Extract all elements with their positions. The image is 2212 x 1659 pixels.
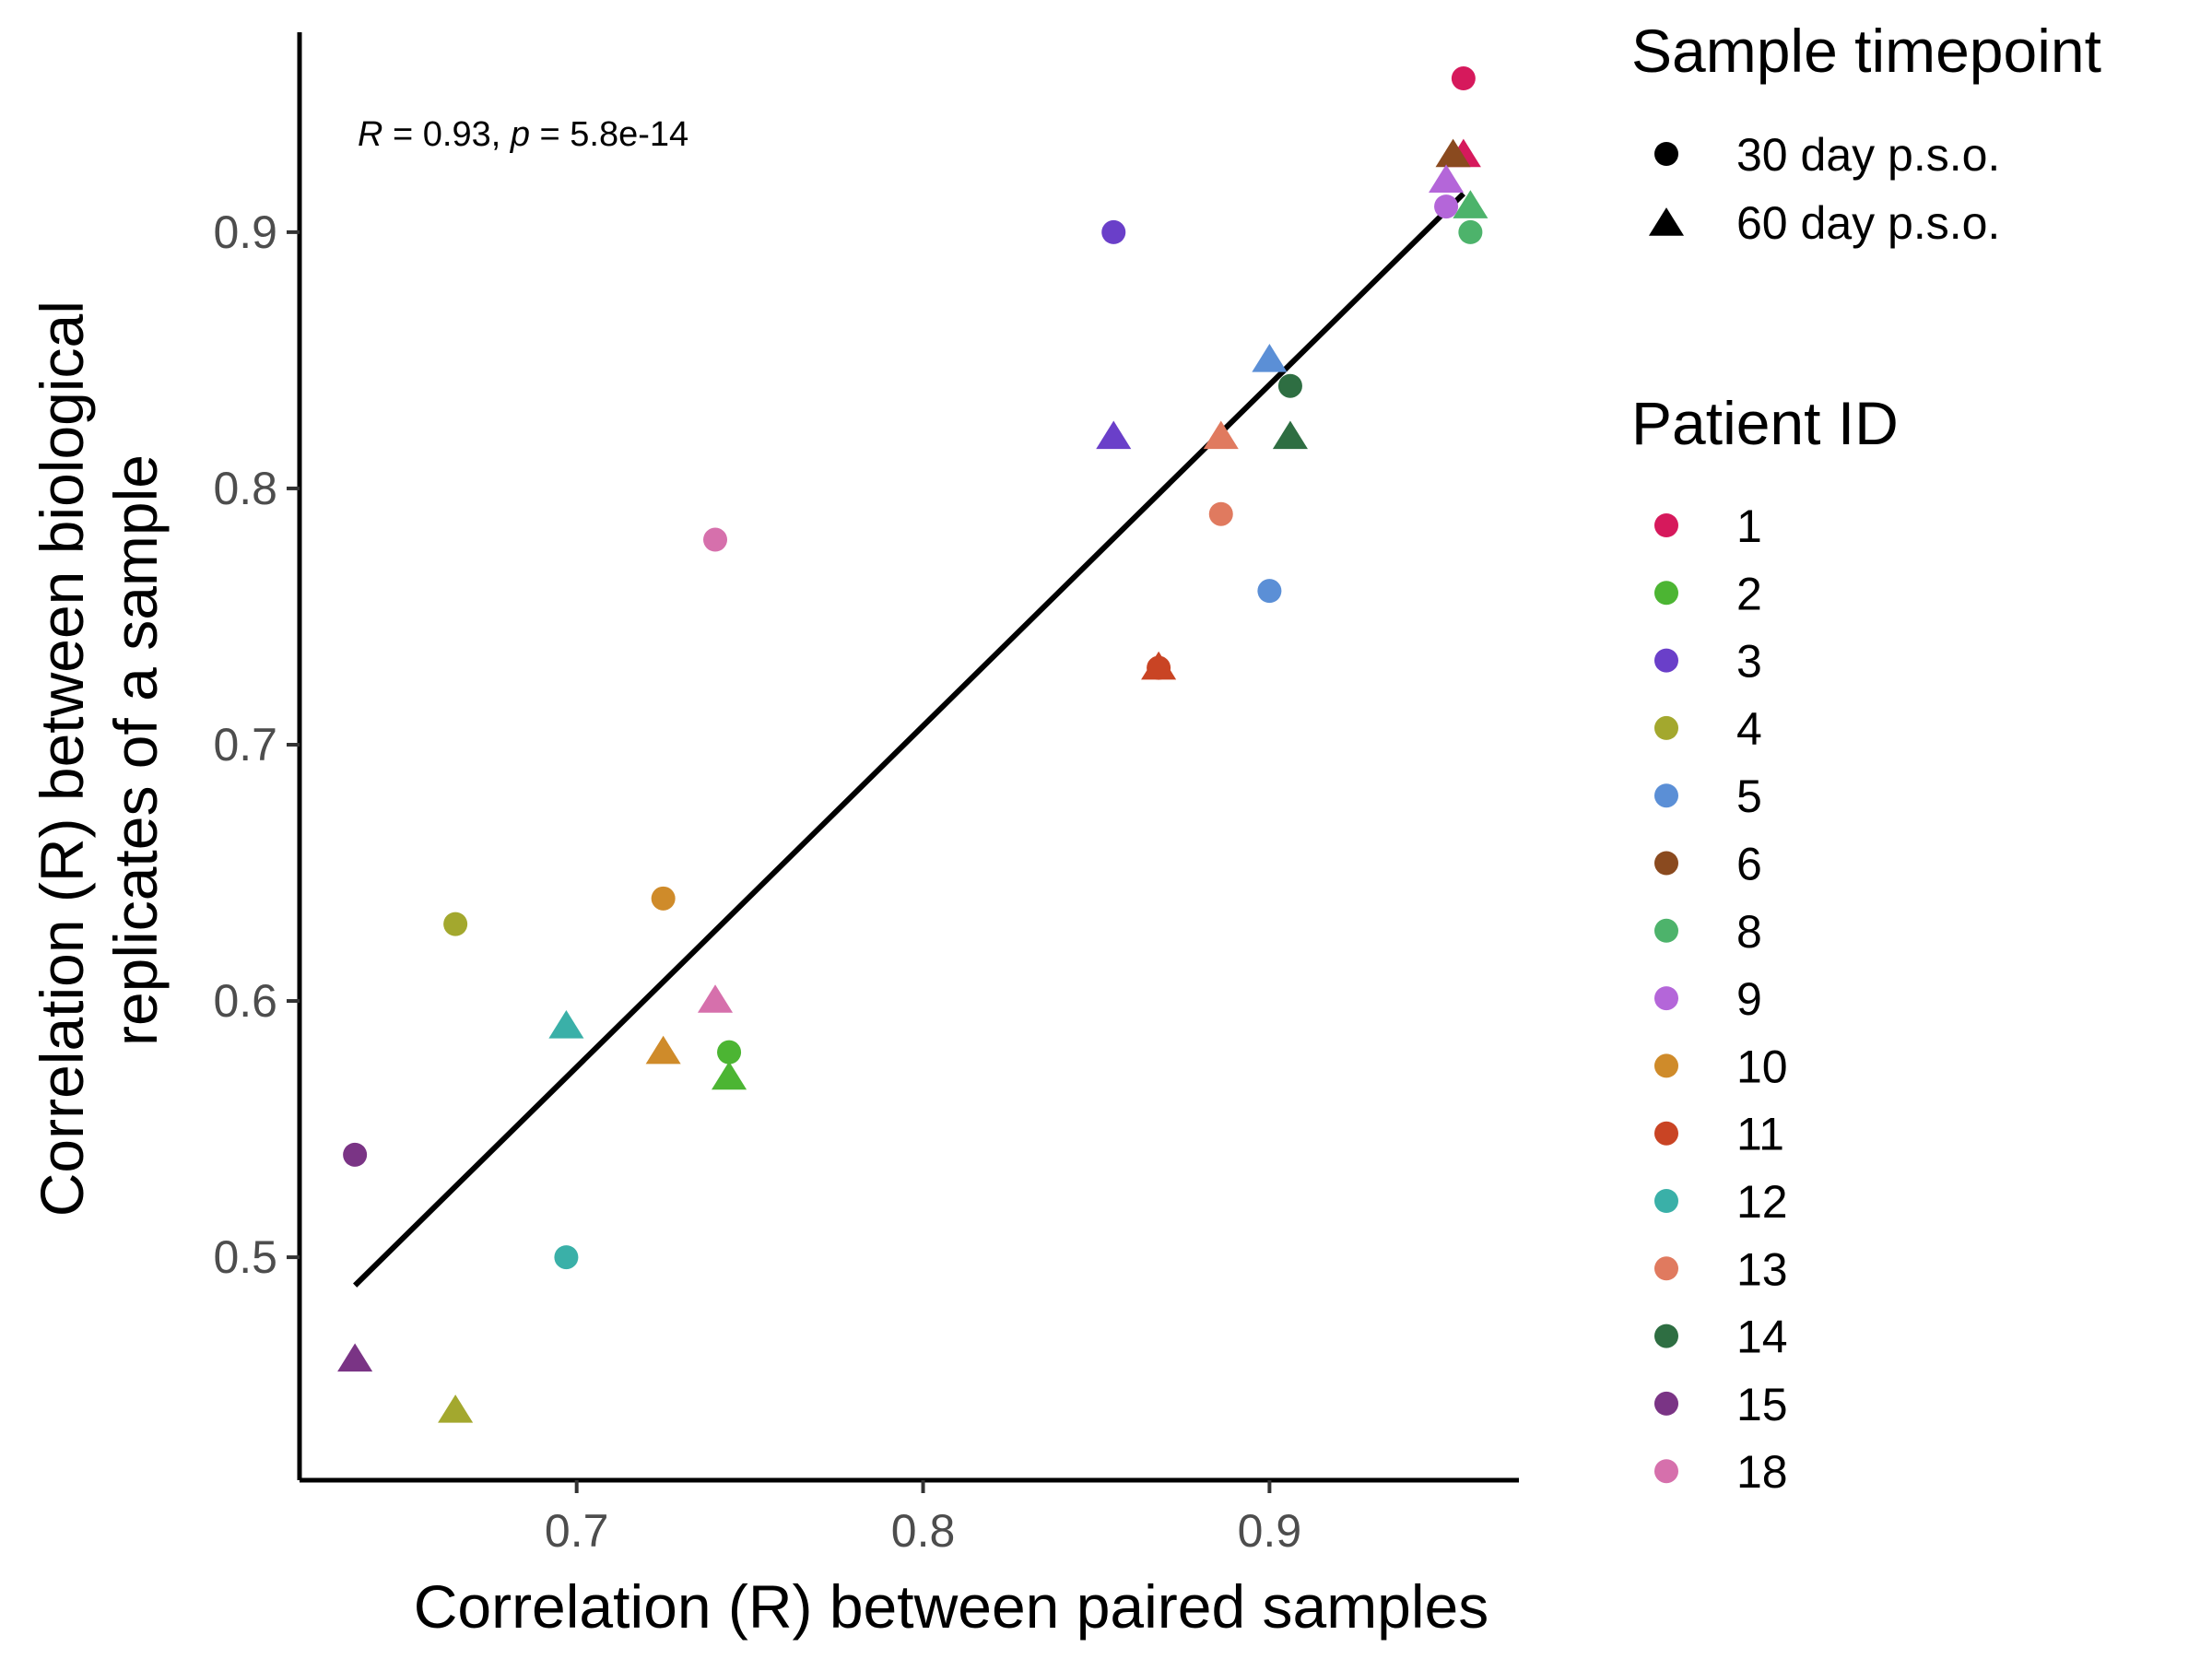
legend-sample-timepoint: Sample timepoint 30 day p.s.o. 60 day p.s… bbox=[1631, 17, 2101, 249]
legend-color-label: 12 bbox=[1736, 1176, 1788, 1228]
legend-color-label: 10 bbox=[1736, 1041, 1788, 1092]
legend-shape-label: 60 day p.s.o. bbox=[1736, 197, 2000, 249]
y-tick-label: 0.7 bbox=[213, 719, 277, 771]
legend-color-key-18 bbox=[1654, 1459, 1678, 1484]
x-tick-label: 0.8 bbox=[891, 1505, 956, 1557]
data-point-patient-15-triangle bbox=[337, 1343, 373, 1372]
data-point-patient-14-triangle bbox=[1272, 420, 1308, 450]
data-point-patient-12-triangle bbox=[548, 1009, 584, 1039]
data-point-patient-1-circle bbox=[1451, 66, 1476, 91]
x-tick-label: 0.9 bbox=[1238, 1505, 1302, 1557]
y-tick-label: 0.6 bbox=[213, 975, 277, 1027]
annotation-p-symbol: p bbox=[510, 115, 530, 154]
data-point-patient-18-circle bbox=[703, 527, 728, 552]
plot-area bbox=[337, 66, 1488, 1423]
data-point-patient-4-triangle bbox=[438, 1394, 474, 1423]
legend-color-key-13 bbox=[1654, 1256, 1678, 1281]
data-point-patient-2-circle bbox=[717, 1040, 742, 1065]
legend-shape-title: Sample timepoint bbox=[1631, 17, 2101, 85]
data-point-patient-13-circle bbox=[1208, 501, 1233, 526]
legend-color-label: 18 bbox=[1736, 1446, 1788, 1498]
legend-color-label: 11 bbox=[1736, 1109, 1784, 1160]
data-point-patient-6-triangle bbox=[1435, 138, 1471, 168]
data-point-patient-5-triangle bbox=[1252, 344, 1288, 372]
legend-color-key-1 bbox=[1654, 513, 1678, 537]
legend-color-label: 8 bbox=[1736, 906, 1762, 958]
data-point-patient-9-circle bbox=[1434, 194, 1459, 219]
data-point-patient-5-circle bbox=[1257, 579, 1282, 604]
axes bbox=[297, 32, 1519, 1483]
legend-color-key-2 bbox=[1654, 581, 1678, 606]
y-tick-label: 0.5 bbox=[213, 1231, 277, 1283]
y-axis-title-line-1: Correlation (R) between biological bbox=[28, 300, 96, 1217]
legend-color-label: 3 bbox=[1736, 636, 1762, 688]
legend-shape-key-circle bbox=[1654, 142, 1678, 166]
data-point-patient-11-triangle bbox=[1141, 651, 1177, 680]
legend-color-label: 5 bbox=[1736, 771, 1762, 822]
legend-color-label: 13 bbox=[1736, 1243, 1788, 1295]
data-point-patient-8-circle bbox=[1458, 219, 1483, 244]
data-point-patient-10-triangle bbox=[645, 1035, 681, 1065]
annotation-p-value: = 5.8e-14 bbox=[530, 115, 688, 154]
y-axis-ticks: 0.5 0.6 0.7 0.8 0.9 bbox=[213, 206, 300, 1283]
y-axis-title-line-2: replicates of a sample bbox=[101, 454, 170, 1046]
legend-color-key-10 bbox=[1654, 1053, 1678, 1078]
legend-color-key-12 bbox=[1654, 1189, 1678, 1213]
data-point-patient-12-circle bbox=[554, 1245, 579, 1270]
data-point-patient-13-triangle bbox=[1203, 420, 1239, 450]
legend-color-label: 15 bbox=[1736, 1379, 1788, 1430]
legend-color-key-4 bbox=[1654, 715, 1678, 740]
y-tick-label: 0.8 bbox=[213, 463, 277, 514]
legend-shape-label: 30 day p.s.o. bbox=[1736, 129, 2000, 181]
data-point-patient-10-circle bbox=[651, 886, 676, 911]
data-point-patient-8-triangle bbox=[1453, 190, 1488, 218]
legend-color-key-14 bbox=[1654, 1324, 1678, 1348]
data-point-patient-2-triangle bbox=[712, 1061, 747, 1090]
legend-color-label: 6 bbox=[1736, 839, 1762, 890]
legend-color-key-8 bbox=[1654, 918, 1678, 943]
legend-color-label: 1 bbox=[1736, 500, 1762, 552]
legend-color-key-6 bbox=[1654, 851, 1678, 876]
legend-color-key-3 bbox=[1654, 648, 1678, 673]
y-tick-label: 0.9 bbox=[213, 206, 277, 258]
data-point-patient-4-circle bbox=[443, 912, 468, 936]
annotation-r-value: = 0.93, bbox=[382, 115, 510, 154]
data-point-patient-3-triangle bbox=[1096, 420, 1132, 450]
legend-color-label: 14 bbox=[1736, 1312, 1788, 1363]
regression-line bbox=[353, 192, 1465, 1288]
legend-color-label: 4 bbox=[1736, 703, 1762, 755]
data-point-patient-3-circle bbox=[1101, 219, 1126, 244]
x-tick-label: 0.7 bbox=[545, 1505, 609, 1557]
y-axis-title: Correlation (R) between biological repli… bbox=[28, 284, 170, 1218]
x-axis-title: Correlation (R) between paired samples bbox=[414, 1572, 1489, 1641]
correlation-annotation: R = 0.93, p = 5.8e-14 bbox=[358, 115, 688, 154]
data-point-patient-18-triangle bbox=[697, 984, 734, 1013]
legend-color-key-11 bbox=[1654, 1121, 1678, 1146]
data-point-patient-9-triangle bbox=[1429, 164, 1465, 194]
legend-shape-key-triangle bbox=[1648, 207, 1685, 236]
legend-color-key-9 bbox=[1654, 986, 1678, 1011]
legend-color-key-15 bbox=[1654, 1391, 1678, 1416]
data-point-patient-15-circle bbox=[343, 1142, 368, 1167]
x-axis-ticks: 0.7 0.8 0.9 bbox=[545, 1480, 1301, 1557]
legend-color-key-5 bbox=[1654, 783, 1678, 808]
legend-color-label: 9 bbox=[1736, 973, 1762, 1025]
legend-color-title: Patient ID bbox=[1631, 389, 1899, 457]
legend-color-label: 2 bbox=[1736, 568, 1762, 619]
data-point-patient-14-circle bbox=[1277, 373, 1302, 398]
annotation-r-symbol: R bbox=[358, 115, 382, 154]
